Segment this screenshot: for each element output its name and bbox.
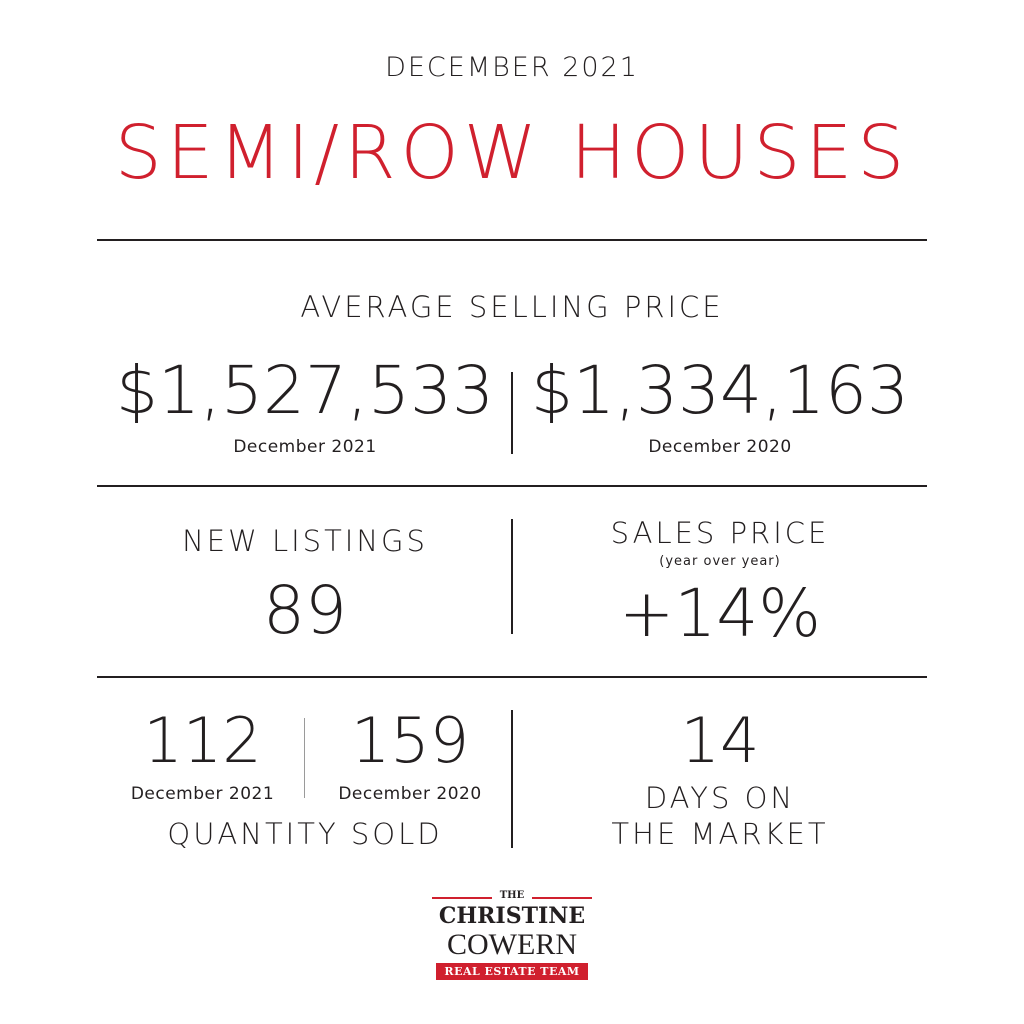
divider [97, 676, 927, 678]
new-listings-label: NEW LISTINGS [182, 524, 428, 558]
report-period: DECEMBER 2021 [385, 52, 639, 83]
divider-vertical [304, 718, 305, 798]
divider-vertical [511, 710, 513, 848]
logo-the-text: THE [499, 890, 525, 901]
logo-name-first: CHRISTINE [438, 903, 586, 929]
days-on-market-label-line2: THE MARKET [611, 817, 829, 851]
divider [97, 239, 927, 241]
logo-tagline-bar: REAL ESTATE TEAM [436, 963, 588, 980]
sales-price-sublabel: (year over year) [659, 554, 781, 569]
avg-price-current-period: December 2021 [233, 437, 377, 457]
quantity-sold-current-period: December 2021 [130, 784, 275, 804]
days-on-market-value: 14 [680, 704, 760, 777]
logo-rule-left [432, 897, 492, 899]
divider-vertical [511, 519, 513, 634]
logo-name-last: COWERN [447, 928, 577, 961]
avg-price-current-value: $1,527,533 [116, 352, 494, 429]
quantity-sold-previous-period: December 2020 [338, 784, 482, 804]
brand-logo: THE CHRISTINE COWERN REAL ESTATE TEAM [432, 890, 592, 990]
quantity-sold-current-value: 112 [143, 704, 262, 777]
divider-vertical [511, 372, 513, 454]
sales-price-label: SALES PRICE [610, 516, 830, 550]
days-on-market-label-line1: DAYS ON [644, 781, 796, 815]
new-listings-value: 89 [263, 572, 347, 649]
avg-price-previous-value: $1,334,163 [531, 352, 909, 429]
page-title: SEMI/ROW HOUSES [114, 110, 910, 196]
sales-price-change: +14% [619, 575, 821, 652]
quantity-sold-label: QUANTITY SOLD [167, 817, 443, 851]
quantity-sold-previous-value: 159 [350, 704, 470, 777]
logo-top-rule: THE [432, 890, 592, 904]
avg-price-label: AVERAGE SELLING PRICE [300, 290, 724, 324]
logo-rule-right [532, 897, 592, 899]
divider [97, 485, 927, 487]
avg-price-previous-period: December 2020 [648, 437, 792, 457]
